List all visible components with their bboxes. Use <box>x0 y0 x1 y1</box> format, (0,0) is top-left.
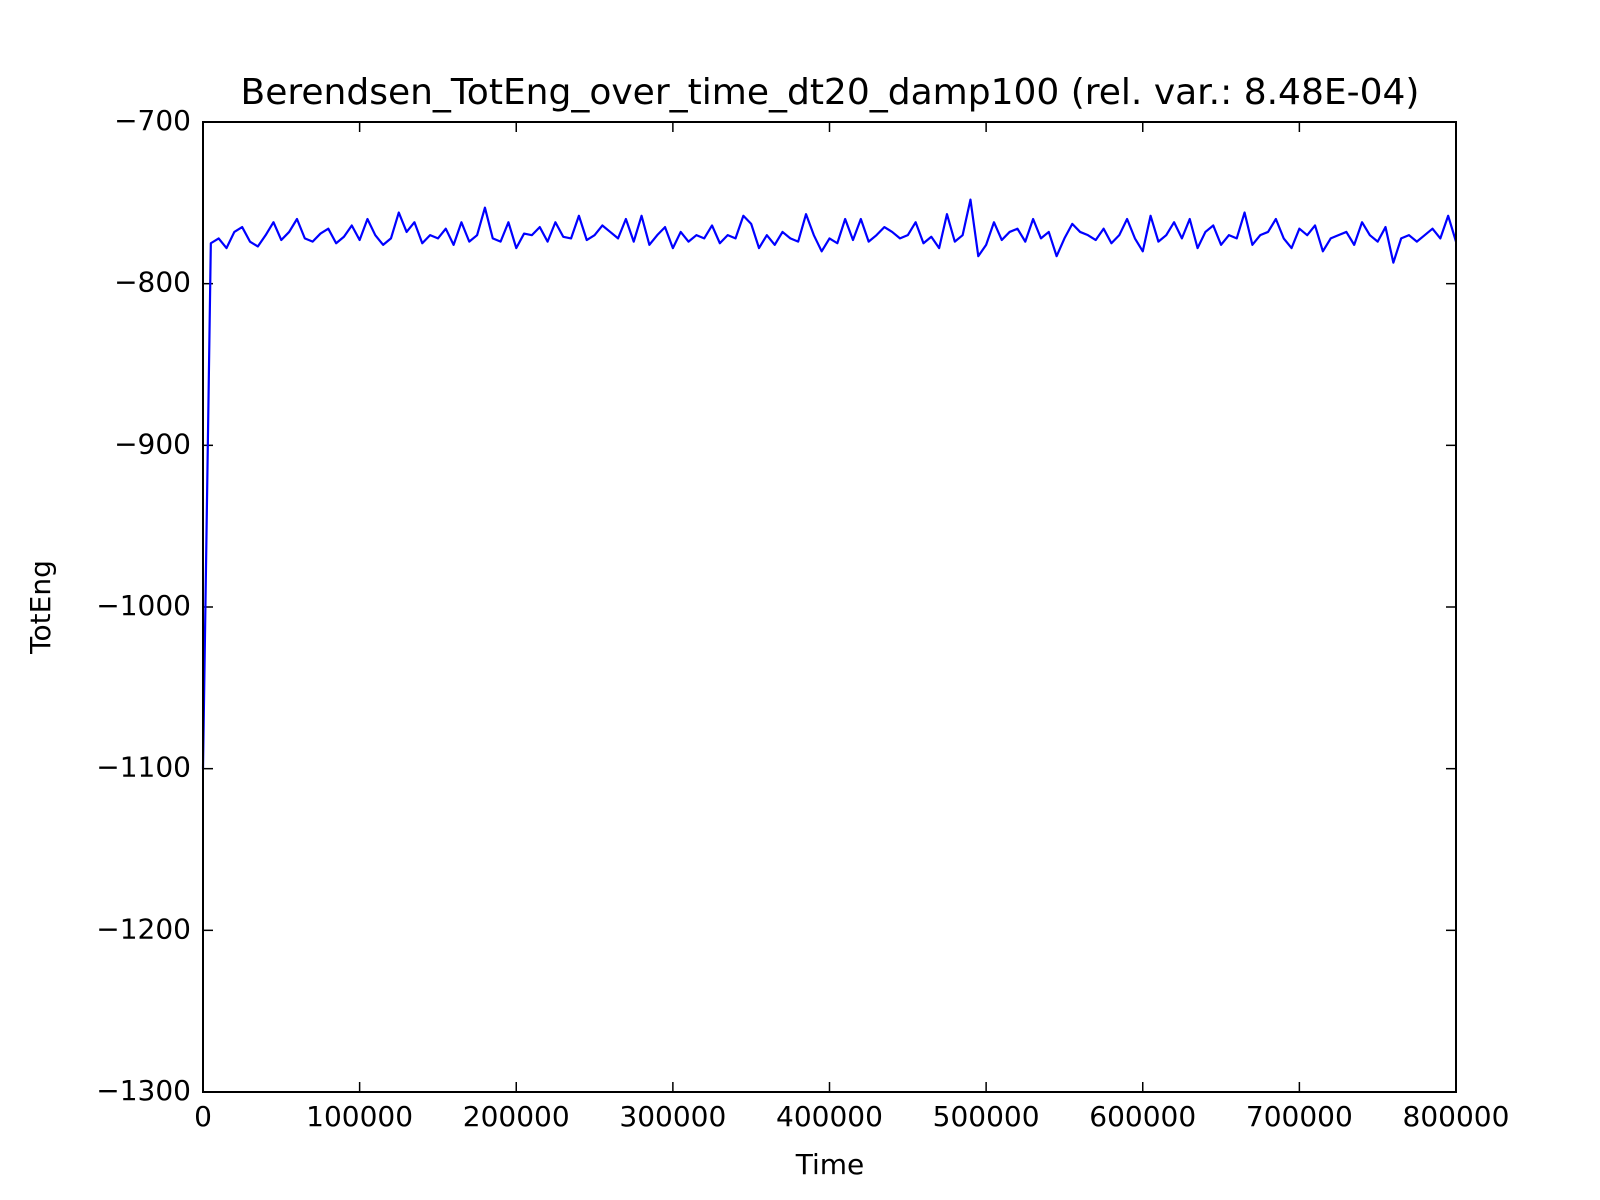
x-tick-label: 300000 <box>619 1100 726 1133</box>
x-tick-label: 700000 <box>1246 1100 1353 1133</box>
x-tick-label: 400000 <box>776 1100 883 1133</box>
y-axis-label: TotEng <box>24 560 57 655</box>
y-tick-label: −1200 <box>96 912 191 945</box>
x-tick-label: 600000 <box>1089 1100 1196 1133</box>
y-tick-label: −1100 <box>96 751 191 784</box>
x-tick-label: 200000 <box>463 1100 570 1133</box>
chart-title: Berendsen_TotEng_over_time_dt20_damp100 … <box>241 72 1420 113</box>
y-tick-label: −700 <box>114 104 191 137</box>
y-tick-label: −1300 <box>96 1074 191 1107</box>
y-tick-label: −800 <box>114 266 191 299</box>
plot-frame <box>202 121 1457 1093</box>
x-tick-label: 800000 <box>1403 1100 1510 1133</box>
x-tick-label: 100000 <box>306 1100 413 1133</box>
y-tick-label: −900 <box>114 427 191 460</box>
x-tick-label: 0 <box>194 1100 212 1133</box>
x-tick-label: 500000 <box>933 1100 1040 1133</box>
data-line <box>201 198 1458 769</box>
y-tick-label: −1000 <box>96 589 191 622</box>
x-axis-label: Time <box>795 1148 865 1181</box>
